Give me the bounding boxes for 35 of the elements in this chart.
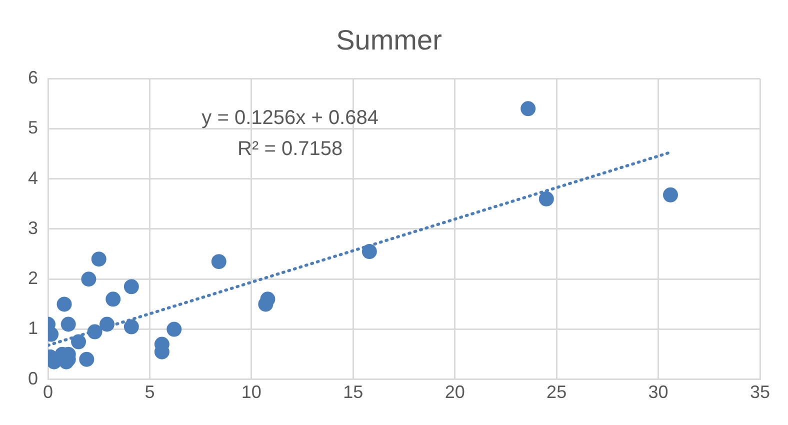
point	[520, 101, 536, 116]
y-tick-label: 0	[28, 368, 38, 388]
x-tick-label: 30	[648, 382, 668, 402]
point	[211, 254, 226, 270]
y-tick-label: 4	[28, 168, 38, 188]
x-tick-label: 20	[444, 382, 465, 402]
point	[56, 296, 72, 312]
point	[91, 252, 106, 267]
chart-title: Summer	[336, 24, 442, 56]
point	[81, 272, 96, 287]
point	[662, 187, 678, 202]
annotation: R² = 0.7158	[238, 138, 343, 160]
x-tick-label: 35	[750, 382, 770, 402]
point	[71, 334, 86, 350]
x-tick-label: 0	[43, 382, 54, 402]
point	[124, 319, 139, 334]
y-tick-label: 1	[28, 318, 38, 338]
x-tick-label: 10	[241, 382, 262, 402]
y-tick-label: 3	[28, 218, 38, 238]
point	[538, 191, 554, 206]
point	[100, 316, 115, 332]
x-tick-label: 15	[343, 382, 364, 402]
annotation: y = 0.1256x + 0.684	[202, 107, 378, 130]
point	[124, 279, 139, 294]
y-tick-label: 6	[28, 68, 38, 88]
point	[166, 322, 182, 337]
point	[87, 324, 102, 340]
point	[106, 292, 121, 307]
x-tick-label: 25	[546, 382, 567, 402]
point	[60, 316, 76, 332]
point	[79, 352, 94, 367]
x-tick-label: 5	[144, 382, 155, 402]
y-tick-label: 5	[28, 118, 38, 138]
point	[362, 244, 377, 260]
y-tick-label: 2	[28, 268, 38, 288]
